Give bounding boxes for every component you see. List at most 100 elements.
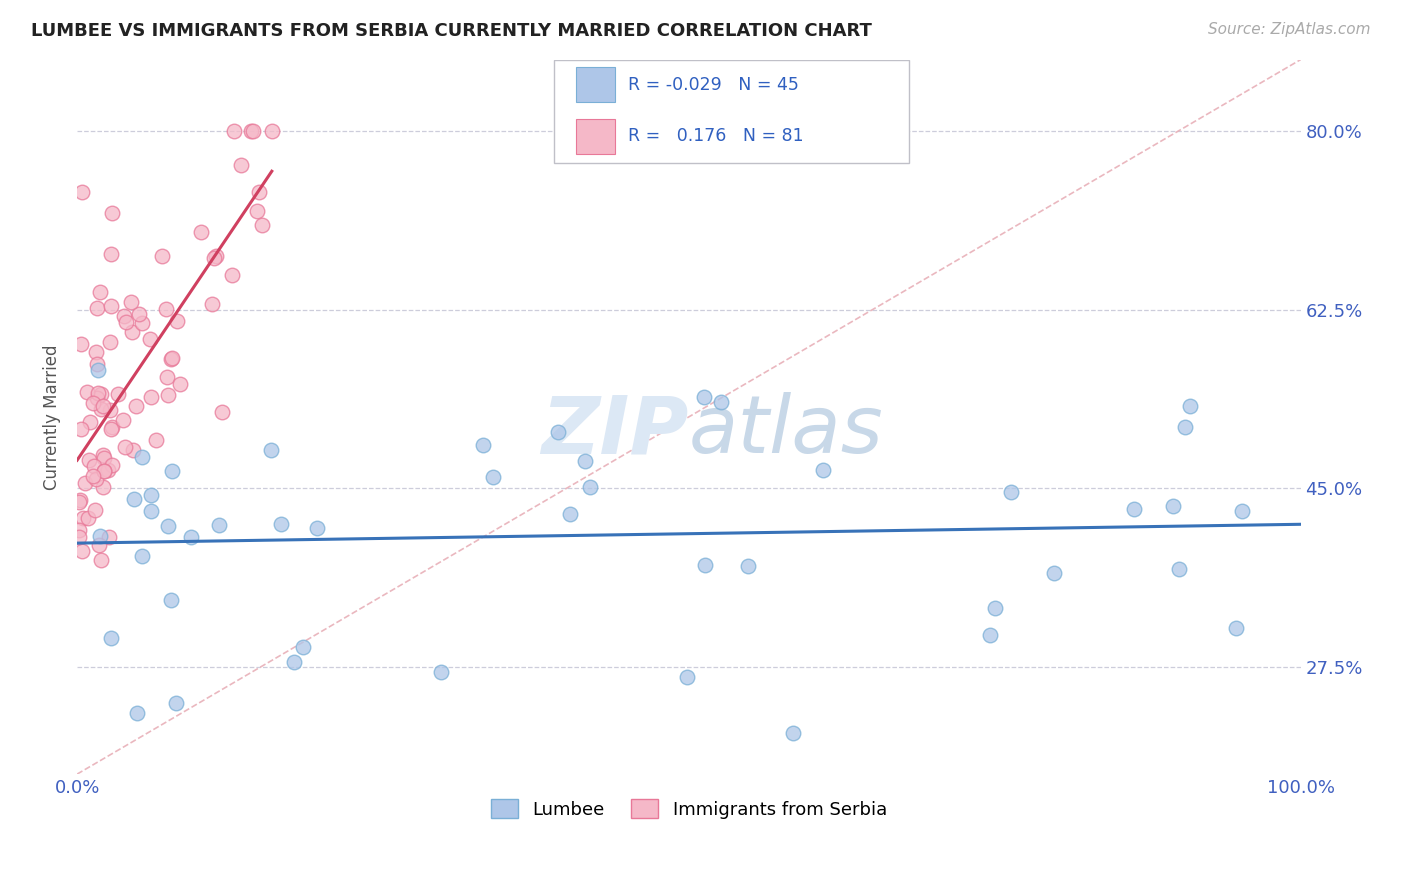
Point xyxy=(84,344,107,359)
Point xyxy=(76,511,98,525)
Point xyxy=(100,458,122,473)
Point xyxy=(1123,502,1146,516)
Point xyxy=(121,325,143,339)
Point xyxy=(98,403,121,417)
Point xyxy=(1173,420,1195,434)
Point xyxy=(1161,499,1184,513)
Point xyxy=(87,386,110,401)
Point xyxy=(240,124,263,138)
Point xyxy=(97,463,120,477)
Point xyxy=(979,628,1001,642)
Point xyxy=(77,452,100,467)
Point xyxy=(292,640,315,655)
Point xyxy=(82,469,104,483)
Point xyxy=(67,530,90,544)
Point xyxy=(578,480,600,494)
Point xyxy=(91,449,114,463)
Point xyxy=(86,391,108,405)
Point xyxy=(1167,562,1189,576)
Point xyxy=(70,186,93,200)
Point xyxy=(98,334,121,349)
Point xyxy=(984,601,1007,615)
Point xyxy=(141,488,163,502)
Point xyxy=(160,464,183,478)
Point xyxy=(87,538,110,552)
Point xyxy=(811,463,834,477)
Point xyxy=(79,416,101,430)
Point xyxy=(150,249,173,263)
Point xyxy=(70,337,93,351)
Point xyxy=(695,558,717,572)
Point xyxy=(270,517,292,532)
FancyBboxPatch shape xyxy=(554,60,910,163)
Point xyxy=(100,631,122,645)
Y-axis label: Currently Married: Currently Married xyxy=(44,344,60,490)
Point xyxy=(165,696,187,710)
Point xyxy=(260,124,283,138)
Point xyxy=(141,390,163,404)
Point xyxy=(160,351,183,365)
Point xyxy=(115,315,138,329)
Point xyxy=(482,470,505,484)
Point xyxy=(70,422,93,436)
Point xyxy=(76,384,98,399)
Point xyxy=(1178,400,1201,414)
Point xyxy=(131,549,153,563)
Point xyxy=(97,530,120,544)
Point xyxy=(305,520,328,534)
Point xyxy=(247,186,270,200)
Point xyxy=(202,252,225,266)
Point xyxy=(547,425,569,440)
Point xyxy=(156,387,179,401)
Point xyxy=(138,333,160,347)
FancyBboxPatch shape xyxy=(576,119,616,154)
Point xyxy=(67,523,90,537)
Point xyxy=(131,316,153,330)
Point xyxy=(93,463,115,477)
Point xyxy=(114,441,136,455)
Text: R =   0.176   N = 81: R = 0.176 N = 81 xyxy=(627,128,803,145)
Point xyxy=(125,706,148,720)
Point xyxy=(90,402,112,417)
Point xyxy=(1042,566,1064,580)
Point xyxy=(89,528,111,542)
Point xyxy=(112,309,135,323)
Point xyxy=(90,553,112,567)
Text: R = -0.029   N = 45: R = -0.029 N = 45 xyxy=(627,76,799,94)
Point xyxy=(693,390,716,404)
Point xyxy=(574,454,596,468)
Point xyxy=(222,124,245,138)
Point xyxy=(93,451,115,466)
FancyBboxPatch shape xyxy=(576,68,616,103)
Point xyxy=(145,433,167,447)
Point xyxy=(200,296,222,310)
Point xyxy=(86,301,108,316)
Point xyxy=(169,376,191,391)
Point xyxy=(100,299,122,313)
Point xyxy=(737,558,759,573)
Point xyxy=(782,726,804,740)
Point xyxy=(208,518,231,533)
Point xyxy=(166,314,188,328)
Point xyxy=(1230,503,1253,517)
Text: LUMBEE VS IMMIGRANTS FROM SERBIA CURRENTLY MARRIED CORRELATION CHART: LUMBEE VS IMMIGRANTS FROM SERBIA CURRENT… xyxy=(31,22,872,40)
Point xyxy=(157,518,180,533)
Point xyxy=(260,443,283,458)
Point xyxy=(87,363,110,377)
Point xyxy=(93,464,115,478)
Point xyxy=(131,450,153,464)
Point xyxy=(283,655,305,669)
Point xyxy=(90,386,112,401)
Text: ZIP: ZIP xyxy=(541,392,689,470)
Point xyxy=(72,511,94,525)
Point xyxy=(83,502,105,516)
Point xyxy=(86,357,108,371)
Point xyxy=(84,471,107,485)
Point xyxy=(160,593,183,607)
Point xyxy=(675,670,697,684)
Point xyxy=(472,437,495,451)
Point xyxy=(91,480,114,494)
Point xyxy=(1225,621,1247,635)
Point xyxy=(190,225,212,239)
Point xyxy=(159,352,181,367)
